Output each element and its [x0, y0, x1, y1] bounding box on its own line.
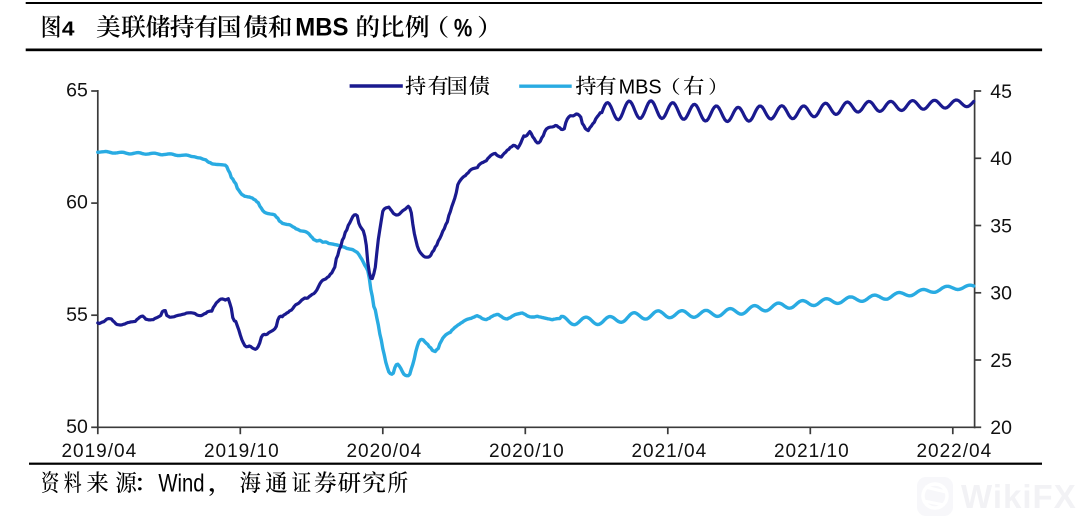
svg-text:WikiFX: WikiFX — [961, 478, 1077, 515]
svg-text:65: 65 — [66, 80, 88, 102]
svg-text:2019/10: 2019/10 — [204, 441, 280, 462]
svg-text:2019/04: 2019/04 — [61, 441, 137, 462]
svg-text:4: 4 — [62, 19, 75, 41]
svg-text:Wind: Wind — [158, 470, 204, 498]
svg-text:55: 55 — [66, 304, 88, 326]
svg-text:%: % — [454, 14, 472, 42]
svg-text:MBS: MBS — [295, 14, 348, 42]
svg-text:2021/04: 2021/04 — [631, 441, 707, 462]
svg-text:20: 20 — [990, 417, 1012, 439]
svg-text:40: 40 — [990, 148, 1012, 170]
svg-text:2022/04: 2022/04 — [916, 441, 992, 462]
svg-text:30: 30 — [990, 283, 1012, 305]
svg-text:60: 60 — [66, 192, 88, 214]
svg-text:MBS: MBS — [619, 76, 662, 98]
svg-text:2021/10: 2021/10 — [774, 441, 850, 462]
svg-text:2020/04: 2020/04 — [346, 441, 422, 462]
svg-text:25: 25 — [990, 350, 1012, 372]
svg-text:50: 50 — [66, 416, 88, 438]
svg-text:2020/10: 2020/10 — [489, 441, 565, 462]
svg-text:35: 35 — [990, 215, 1012, 237]
svg-text:45: 45 — [990, 81, 1012, 103]
